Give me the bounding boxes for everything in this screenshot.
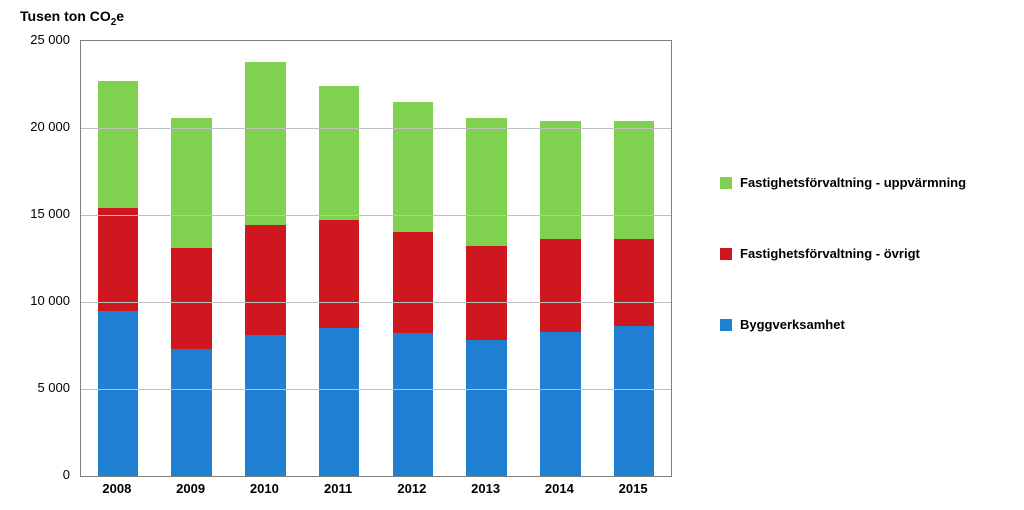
legend-label: Fastighetsförvaltning - övrigt [740, 246, 920, 261]
bar-segment-bygg [540, 332, 581, 476]
x-tick-label: 2009 [154, 481, 228, 496]
bar-segment-upp [614, 121, 655, 239]
legend-swatch [720, 177, 732, 189]
chart-stage: { "chart": { "type": "stacked-bar", "y_t… [0, 0, 1024, 510]
bar-group [540, 41, 581, 476]
bar-segment-upp [319, 86, 360, 220]
legend-item-bygg: Byggverksamhet [720, 317, 966, 332]
bar-segment-upp [466, 118, 507, 247]
y-tick-label: 15 000 [0, 206, 70, 221]
x-tick-label: 2015 [596, 481, 670, 496]
bar-segment-ovrigt [98, 208, 139, 311]
x-tick-label: 2014 [523, 481, 597, 496]
x-tick-label: 2012 [375, 481, 449, 496]
gridline [81, 128, 671, 129]
bar-segment-ovrigt [319, 220, 360, 328]
bar-segment-ovrigt [540, 239, 581, 331]
legend-swatch [720, 248, 732, 260]
bar-group [171, 41, 212, 476]
bar-segment-ovrigt [466, 246, 507, 340]
bar-segment-upp [540, 121, 581, 239]
bar-segment-bygg [614, 326, 655, 476]
bar-group [393, 41, 434, 476]
y-axis-title: Tusen ton CO2e [20, 8, 124, 28]
x-tick-label: 2010 [228, 481, 302, 496]
y-tick-label: 20 000 [0, 119, 70, 134]
bar-segment-bygg [98, 311, 139, 476]
bar-segment-upp [393, 102, 434, 233]
legend: Fastighetsförvaltning - uppvärmning Fasti… [720, 175, 966, 388]
plot-area [80, 40, 672, 477]
bar-segment-ovrigt [245, 225, 286, 335]
legend-label: Byggverksamhet [740, 317, 845, 332]
x-tick-label: 2013 [449, 481, 523, 496]
bar-segment-bygg [466, 340, 507, 476]
bar-segment-upp [245, 62, 286, 226]
y-tick-label: 10 000 [0, 293, 70, 308]
legend-item-ovrigt: Fastighetsförvaltning - övrigt [720, 246, 966, 261]
bar-group [245, 41, 286, 476]
y-tick-label: 25 000 [0, 32, 70, 47]
bar-segment-bygg [245, 335, 286, 476]
gridline [81, 389, 671, 390]
x-tick-label: 2011 [301, 481, 375, 496]
bar-segment-upp [98, 81, 139, 208]
y-tick-label: 5 000 [0, 380, 70, 395]
bar-segment-bygg [319, 328, 360, 476]
gridline [81, 215, 671, 216]
legend-item-upp: Fastighetsförvaltning - uppvärmning [720, 175, 966, 190]
gridline [81, 302, 671, 303]
legend-swatch [720, 319, 732, 331]
bar-segment-bygg [393, 333, 434, 476]
bar-group [319, 41, 360, 476]
bars-layer [81, 41, 671, 476]
bar-segment-ovrigt [171, 248, 212, 349]
bar-segment-upp [171, 118, 212, 249]
bar-group [98, 41, 139, 476]
bar-segment-ovrigt [614, 239, 655, 326]
bar-segment-bygg [171, 349, 212, 476]
bar-group [466, 41, 507, 476]
bar-group [614, 41, 655, 476]
y-tick-label: 0 [0, 467, 70, 482]
x-tick-label: 2008 [80, 481, 154, 496]
legend-label: Fastighetsförvaltning - uppvärmning [740, 175, 966, 190]
bar-segment-ovrigt [393, 232, 434, 333]
